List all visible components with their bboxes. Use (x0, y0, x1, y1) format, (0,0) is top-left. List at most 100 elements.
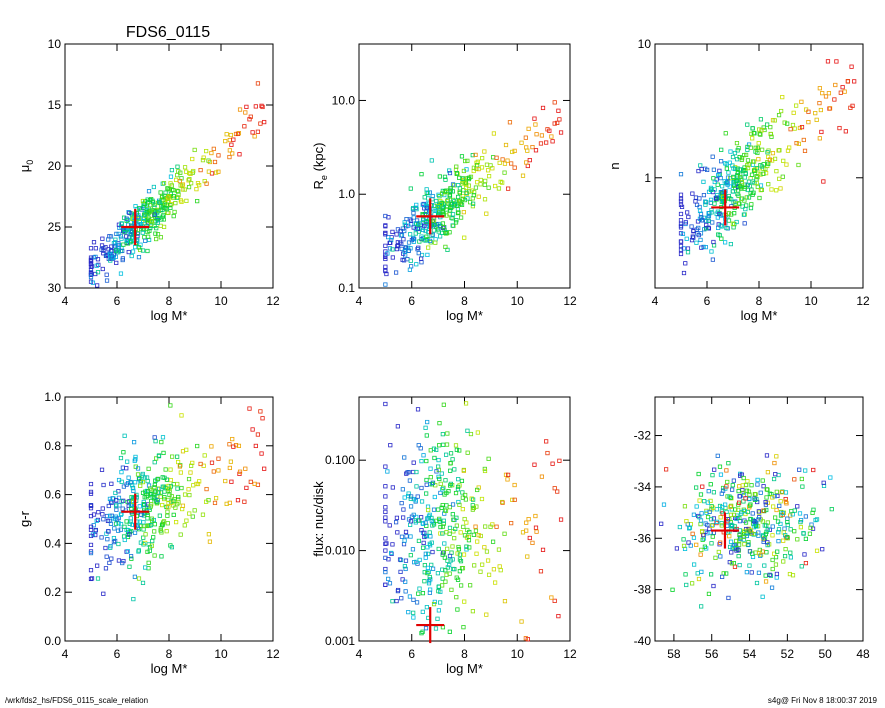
data-point (389, 550, 394, 556)
data-point (766, 182, 771, 187)
data-point (390, 485, 395, 490)
data-point (247, 406, 252, 411)
data-point (698, 552, 703, 557)
data-point (770, 495, 775, 500)
data-point (429, 158, 434, 163)
data-point (120, 256, 125, 261)
data-point (417, 586, 422, 591)
data-point (230, 151, 235, 156)
data-point (151, 535, 156, 540)
data-point (456, 210, 461, 215)
data-point (523, 135, 528, 140)
x-tick-label: 10 (511, 647, 525, 661)
data-point (718, 515, 723, 520)
data-point (390, 599, 395, 604)
data-point (411, 225, 416, 230)
data-point (122, 537, 127, 543)
data-point (745, 158, 751, 163)
data-point (383, 224, 388, 229)
data-point (725, 175, 731, 180)
data-point (228, 459, 233, 464)
data-point (111, 540, 117, 545)
data-point (431, 218, 437, 223)
data-point (483, 524, 488, 529)
data-point (158, 223, 163, 228)
y-tick-label: 0.010 (325, 544, 355, 558)
data-point (726, 170, 731, 175)
data-point (420, 521, 425, 526)
y-axis-label: Re (kpc) (311, 143, 329, 190)
data-point (422, 579, 427, 584)
data-point (758, 117, 764, 122)
data-point (709, 504, 714, 509)
data-point (436, 546, 441, 552)
data-point (452, 183, 457, 188)
data-point (412, 237, 417, 242)
data-point (694, 485, 699, 490)
data-point (740, 490, 745, 496)
data-point (462, 533, 468, 538)
data-point (808, 525, 813, 530)
data-point (141, 215, 146, 221)
data-point (109, 254, 114, 259)
data-point (524, 520, 529, 525)
data-point (455, 211, 461, 216)
data-point (236, 131, 242, 136)
data-point (447, 562, 452, 568)
data-point (520, 173, 526, 178)
data-point (177, 464, 182, 469)
data-point (500, 500, 505, 505)
data-point (772, 460, 777, 466)
data-point (178, 532, 183, 537)
data-point (747, 563, 752, 568)
data-point (755, 477, 760, 483)
data-point (703, 200, 709, 205)
data-point (209, 460, 215, 465)
data-point (88, 533, 94, 539)
data-point (526, 126, 531, 131)
data-point (482, 197, 488, 202)
data-point (242, 499, 247, 504)
data-point (160, 475, 165, 480)
data-point (453, 443, 459, 448)
x-tick-label: 6 (408, 294, 415, 308)
data-point (817, 101, 822, 106)
data-point (696, 471, 701, 477)
data-point (532, 462, 537, 467)
data-point (463, 401, 469, 406)
data-point (480, 156, 485, 161)
data-point (464, 190, 469, 195)
data-point (697, 515, 702, 520)
data-point (737, 154, 742, 160)
data-point (749, 483, 754, 488)
data-point (135, 214, 141, 219)
data-point (89, 576, 95, 581)
data-point (761, 125, 766, 130)
data-point (533, 122, 538, 127)
data-point (237, 152, 242, 157)
data-point (429, 518, 434, 523)
data-point (149, 491, 154, 496)
data-point (828, 475, 833, 480)
data-point (142, 475, 148, 480)
data-point (842, 89, 847, 94)
data-point (803, 514, 808, 519)
data-point (773, 515, 778, 520)
data-point (472, 563, 477, 568)
data-point (213, 496, 219, 501)
data-point (403, 558, 409, 563)
data-point (108, 258, 113, 263)
data-point (461, 468, 466, 473)
data-point (125, 549, 130, 554)
data-point (147, 197, 153, 203)
data-point (729, 524, 735, 529)
data-point (678, 192, 684, 197)
data-point (431, 507, 437, 512)
data-point (100, 266, 105, 272)
data-point (231, 444, 236, 449)
data-point (820, 547, 825, 552)
data-point (734, 141, 740, 146)
data-point (445, 204, 450, 209)
data-point (116, 250, 121, 255)
